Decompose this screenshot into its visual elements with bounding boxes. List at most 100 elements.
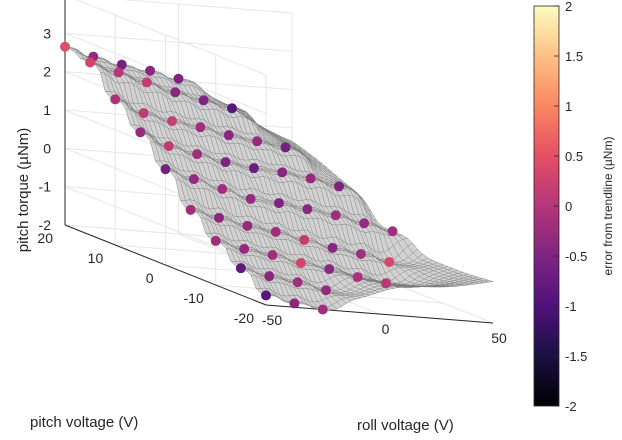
surface-patch (248, 241, 259, 251)
surface-patch (313, 163, 324, 173)
surface-patch (153, 121, 164, 138)
surface-patch (398, 239, 408, 251)
surface-patch (208, 189, 219, 209)
surface-patch (224, 237, 235, 247)
surface-patch (341, 240, 352, 252)
surface-mesh-line (140, 69, 342, 307)
surface-patch (234, 143, 244, 161)
surface-patch (278, 271, 288, 280)
surface-patch (198, 172, 208, 185)
surface-patch (265, 202, 275, 213)
surface-patch (170, 171, 181, 181)
surface-patch (336, 293, 346, 296)
surface-patch (190, 199, 200, 210)
surface-patch (345, 217, 356, 229)
surface-patch (103, 59, 113, 66)
surface-patch (372, 218, 383, 227)
surface-patch (270, 210, 280, 224)
surface-patch (158, 122, 169, 138)
surface-patch (308, 230, 319, 243)
surface-patch (232, 127, 243, 138)
surface-patch (215, 137, 225, 154)
surface-patch (388, 235, 399, 246)
surface-patch (205, 213, 215, 225)
surface-patch (159, 146, 170, 164)
surface-patch (233, 221, 244, 232)
surface-patch (242, 132, 253, 140)
surface-patch (171, 100, 181, 116)
surface-patch (358, 194, 368, 214)
surface-patch (399, 271, 410, 280)
surface-patch (136, 68, 146, 76)
surface-patch (307, 153, 318, 160)
data-point (85, 57, 96, 68)
surface-patch (185, 183, 195, 201)
surface-patch (218, 207, 229, 218)
surface-patch (302, 151, 313, 158)
data-point (289, 298, 300, 309)
surface-patch (194, 105, 205, 121)
surface-patch (332, 176, 343, 183)
data-point (270, 226, 281, 237)
surface-patch (320, 187, 331, 207)
data-point (264, 271, 275, 282)
surface-patch (369, 247, 380, 260)
surface-patch (318, 167, 329, 175)
surface-patch (211, 158, 222, 171)
surface-patch (323, 249, 334, 262)
surface-patch (334, 274, 345, 283)
surface-patch (288, 285, 299, 296)
surface-patch (323, 175, 334, 182)
surface-patch (363, 214, 374, 224)
surface-patch (262, 149, 273, 165)
data-point (135, 127, 146, 138)
surface-patch (320, 205, 331, 214)
z-tick-label: 2 (43, 64, 51, 80)
surface-patch (172, 129, 183, 145)
surface-patch (176, 112, 186, 124)
surface-patch (258, 170, 269, 178)
surface-patch (328, 260, 339, 269)
surface-patch (328, 177, 339, 183)
surface-patch (254, 176, 265, 194)
surface-patch (145, 134, 156, 144)
surface-patch (237, 130, 248, 139)
surface-patch (318, 243, 329, 253)
surface-patch (348, 189, 359, 201)
surface-patch (244, 255, 255, 268)
surface-patch (235, 170, 246, 190)
surface-patch (364, 231, 375, 251)
surface-patch (266, 143, 277, 153)
surface-patch (336, 224, 347, 244)
surface-patch (299, 245, 310, 258)
surface-patch (312, 157, 323, 164)
surface-patch (370, 260, 381, 276)
surface-mesh-line (164, 75, 366, 297)
surface-patch (307, 300, 318, 308)
surface-patch (237, 199, 247, 217)
surface-patch (337, 249, 348, 256)
y-tick-label: 10 (88, 250, 104, 266)
surface-patch (301, 185, 312, 201)
surface-patch (284, 226, 295, 238)
surface-patch (126, 66, 137, 72)
surface-patch (297, 274, 307, 283)
surface-patch (189, 97, 200, 109)
surface-patch (251, 206, 261, 223)
data-point (305, 173, 316, 184)
surface-patch (288, 205, 299, 216)
z-tick-label: 0 (43, 140, 51, 156)
surface-patch (258, 252, 269, 261)
surface-patch (238, 224, 248, 233)
surface-patch (192, 161, 203, 177)
surface-patch (352, 257, 362, 269)
surface-patch (337, 254, 348, 270)
surface-patch (270, 142, 281, 146)
surface-patch (333, 269, 344, 272)
surface-patch (264, 193, 274, 201)
surface-patch (252, 232, 263, 248)
surface-patch (295, 150, 306, 160)
surface-patch (285, 234, 296, 243)
surface-patch (205, 135, 216, 154)
surface-patch (311, 281, 321, 289)
